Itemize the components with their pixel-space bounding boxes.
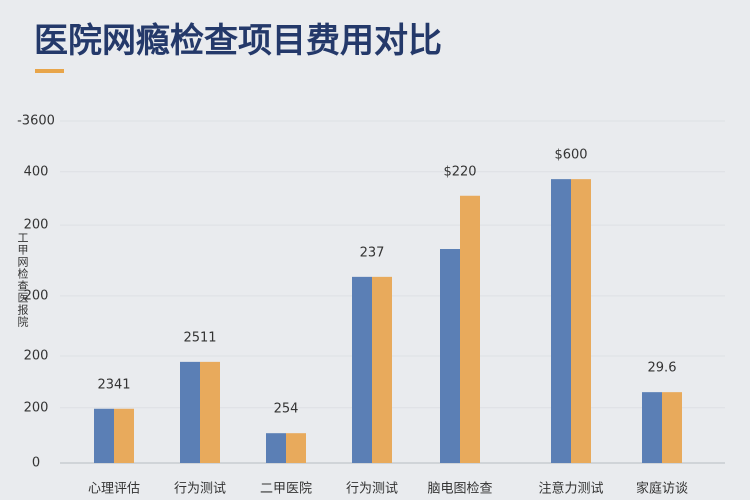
bar: [180, 361, 200, 463]
y-tick-label: 200: [24, 400, 49, 415]
x-tick-label: 二甲医院: [260, 482, 312, 497]
y-axis-label: 工甲网检查医报院: [16, 232, 29, 328]
bar: [642, 392, 662, 463]
bar: [114, 408, 134, 463]
x-tick-label: 注意力测试: [538, 481, 603, 497]
x-tick-label: 行为测试: [174, 482, 226, 497]
annotation: 29.6: [648, 361, 677, 376]
annotation: 254: [274, 402, 299, 417]
bar: [286, 433, 306, 463]
bar: [200, 361, 220, 463]
y-tick-label: -3600: [17, 114, 55, 129]
y-tick-label: 200: [24, 218, 49, 233]
bar: [266, 433, 286, 463]
title-underline: [35, 69, 64, 73]
x-tick-label: 心理评估: [88, 482, 140, 497]
bar: [94, 408, 114, 463]
bar: [460, 195, 480, 463]
y-tick-label: 200: [24, 288, 49, 303]
annotation: 2511: [183, 330, 216, 345]
bar: [571, 179, 591, 463]
y-tick-label: 0: [32, 456, 40, 471]
y-tick-label: 400: [24, 164, 49, 179]
x-tick-label: 家庭访谈: [636, 481, 688, 497]
bar: [551, 179, 571, 463]
annotation: 237: [360, 245, 385, 260]
bar: [662, 392, 682, 463]
bar: [372, 276, 392, 463]
bar: [352, 276, 372, 463]
bar: [440, 249, 460, 463]
chart-title: 医院网瘾检查项目费用对比: [34, 21, 442, 61]
annotation: 2341: [97, 377, 130, 392]
x-tick-label: 行为测试: [346, 482, 398, 497]
y-tick-label: 200: [24, 349, 49, 364]
annotation: $600: [554, 148, 587, 163]
annotation: $220: [443, 164, 476, 179]
x-tick-label: 脑电图检查: [427, 482, 492, 497]
